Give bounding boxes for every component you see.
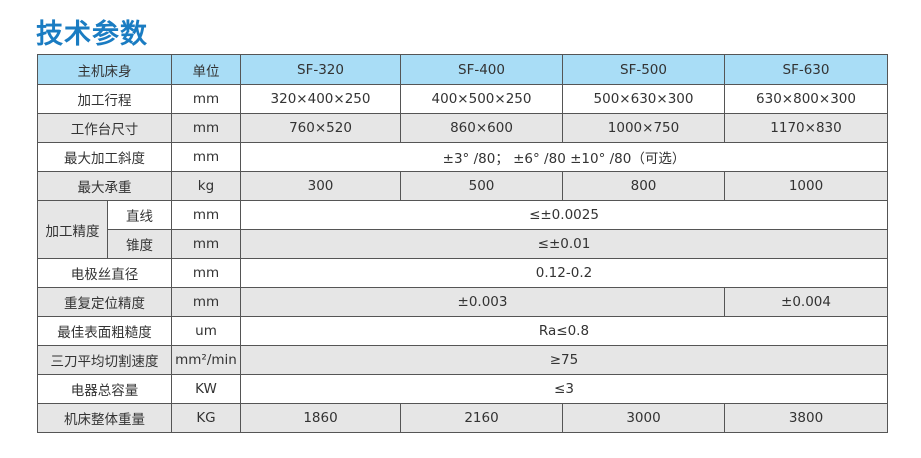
sub-label: 锥度 — [107, 229, 172, 259]
value-cell: ±0.003 — [240, 287, 725, 317]
table-row: 加工行程 mm 320×400×250 400×500×250 500×630×… — [37, 84, 888, 114]
header-cell: 主机床身 — [37, 54, 172, 85]
value-cell: ≤±0.0025 — [240, 200, 888, 230]
value-cell: 3000 — [562, 403, 725, 433]
unit-cell: mm — [171, 287, 241, 317]
value-cell: 1000×750 — [562, 113, 725, 143]
row-label: 电器总容量 — [37, 374, 172, 404]
value-cell: 630×800×300 — [724, 84, 888, 114]
spec-table: 主机床身 单位 SF-320 SF-400 SF-500 SF-630 加工行程… — [37, 54, 888, 433]
header-cell: SF-320 — [240, 54, 401, 85]
unit-cell: mm — [171, 229, 241, 259]
value-cell: Ra≤0.8 — [240, 316, 888, 346]
unit-cell: kg — [171, 171, 241, 201]
table-row: 重复定位精度 mm ±0.003 ±0.004 — [37, 287, 888, 317]
unit-cell: um — [171, 316, 241, 346]
unit-cell: KW — [171, 374, 241, 404]
table-row: 最佳表面粗糙度 um Ra≤0.8 — [37, 316, 888, 346]
unit-cell: mm — [171, 113, 241, 143]
value-cell: 400×500×250 — [400, 84, 563, 114]
header-row: 主机床身 单位 SF-320 SF-400 SF-500 SF-630 — [37, 54, 888, 85]
header-cell: SF-500 — [562, 54, 725, 85]
value-cell: 3800 — [724, 403, 888, 433]
value-cell: 1000 — [724, 171, 888, 201]
value-cell: 860×600 — [400, 113, 563, 143]
value-cell: 760×520 — [240, 113, 401, 143]
header-cell: 单位 — [171, 54, 241, 85]
value-cell: ±0.004 — [724, 287, 888, 317]
page-title: 技术参数 — [36, 19, 148, 50]
value-cell: ≥75 — [240, 345, 888, 375]
row-label: 机床整体重量 — [37, 403, 172, 433]
value-cell: 320×400×250 — [240, 84, 401, 114]
table-row: 三刀平均切割速度 mm²/min ≥75 — [37, 345, 888, 375]
unit-cell: mm — [171, 84, 241, 114]
table-row: 电极丝直径 mm 0.12-0.2 — [37, 258, 888, 288]
table-row: 电器总容量 KW ≤3 — [37, 374, 888, 404]
row-label: 工作台尺寸 — [37, 113, 172, 143]
row-label: 最大加工斜度 — [37, 142, 172, 172]
header-cell: SF-400 — [400, 54, 563, 85]
unit-cell: mm — [171, 142, 241, 172]
value-cell: 1170×830 — [724, 113, 888, 143]
row-label: 加工精度 — [37, 200, 108, 259]
row-label: 加工行程 — [37, 84, 172, 114]
table-row: 加工精度 直线 mm ≤±0.0025 — [37, 200, 888, 259]
row-label: 电极丝直径 — [37, 258, 172, 288]
row-label: 三刀平均切割速度 — [37, 345, 172, 375]
value-cell: 0.12-0.2 — [240, 258, 888, 288]
row-label: 最佳表面粗糙度 — [37, 316, 172, 346]
unit-cell: mm — [171, 200, 241, 230]
table-row: 最大加工斜度 mm ±3° /80； ±6° /80 ±10° /80（可选） — [37, 142, 888, 172]
unit-cell: KG — [171, 403, 241, 433]
row-label: 最大承重 — [37, 171, 172, 201]
table-row: 锥度 mm ≤±0.01 — [38, 229, 888, 259]
table-row: 机床整体重量 KG 1860 2160 3000 3800 — [37, 403, 888, 433]
value-cell: 1860 — [240, 403, 401, 433]
value-cell: 500×630×300 — [562, 84, 725, 114]
unit-cell: mm — [171, 258, 241, 288]
value-cell: 500 — [400, 171, 563, 201]
table-row: 工作台尺寸 mm 760×520 860×600 1000×750 1170×8… — [37, 113, 888, 143]
value-cell: ≤±0.01 — [240, 229, 888, 259]
value-cell: 800 — [562, 171, 725, 201]
row-label: 重复定位精度 — [37, 287, 172, 317]
table-row: 最大承重 kg 300 500 800 1000 — [37, 171, 888, 201]
value-cell: 2160 — [400, 403, 563, 433]
header-cell: SF-630 — [724, 54, 888, 85]
value-cell: 300 — [240, 171, 401, 201]
value-cell: ±3° /80； ±6° /80 ±10° /80（可选） — [240, 142, 888, 172]
unit-cell: mm²/min — [171, 345, 241, 375]
value-cell: ≤3 — [240, 374, 888, 404]
sub-label: 直线 — [107, 200, 172, 230]
